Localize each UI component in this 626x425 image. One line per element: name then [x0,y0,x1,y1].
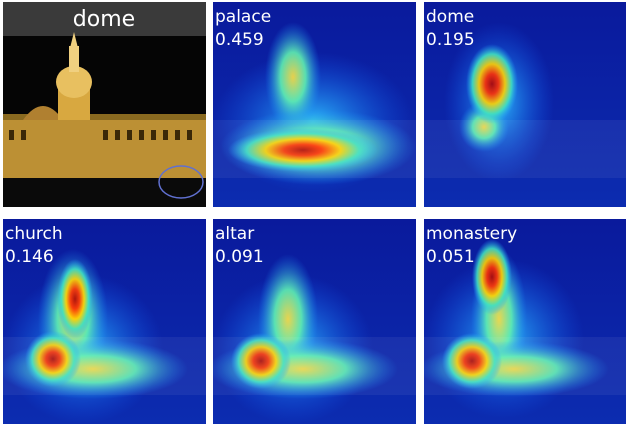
activation-blob [442,333,502,389]
activation-blob [265,22,321,132]
photo-panel: dome [3,2,206,207]
class-score: 0.459 [215,30,264,50]
class-score: 0.051 [426,247,475,267]
heatmap [424,2,626,207]
activation-blob [228,128,378,172]
heatmap-panel: church 0.146 [3,219,206,424]
building-overlay [213,120,416,178]
building-overlay [3,337,206,395]
building-overlay [424,120,626,178]
class-label: palace [215,7,271,27]
heatmap-panel: palace 0.459 [213,2,416,207]
heatmap-panel: altar 0.091 [213,219,416,424]
photo-label: dome [73,7,135,32]
heatmap [213,219,416,424]
class-score: 0.195 [426,30,475,50]
activation-blob [57,259,93,339]
building-overlay [424,337,626,395]
class-label: church [5,224,63,244]
heatmap [213,2,416,207]
class-label: dome [426,7,474,27]
activation-blob [231,333,291,389]
activation-blob [472,239,512,315]
class-score: 0.091 [215,247,264,267]
class-score: 0.146 [5,247,54,267]
activation-blob [25,331,81,387]
class-label: altar [215,224,254,244]
heatmap [424,219,626,424]
activation-blob [466,44,518,124]
building-overlay [213,337,416,395]
heatmap-panel: monastery 0.051 [424,219,626,424]
class-label: monastery [426,224,517,244]
heatmap-panel: dome 0.195 [424,2,626,207]
heatmap [3,219,206,424]
